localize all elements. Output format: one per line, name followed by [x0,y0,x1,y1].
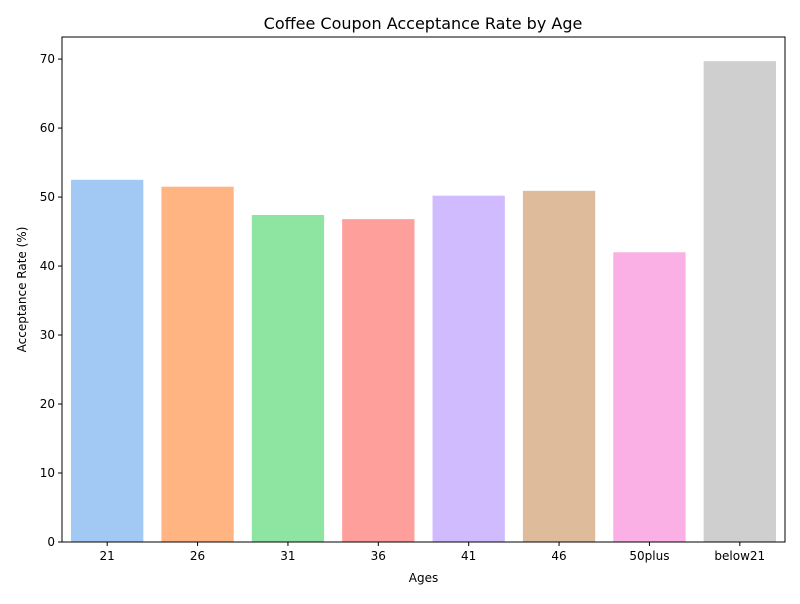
y-tick-label: 50 [40,190,55,204]
y-tick-label: 0 [47,535,55,549]
bar-26 [161,186,234,542]
plot-frame [61,36,786,543]
x-tick-label: 26 [190,549,205,563]
bar-31 [251,214,325,542]
x-tick-label: 50plus [629,549,669,563]
bar-21 [71,179,144,542]
x-tick-label: 21 [100,549,115,563]
x-axis-ticks: 21 26 31 36 41 46 50plus below21 [100,542,765,563]
y-tick-label: 40 [40,259,55,273]
x-tick-label: 31 [280,549,295,563]
bar-46 [522,190,596,542]
x-tick-label: 41 [461,549,476,563]
bar-below21 [703,61,776,542]
y-axis-ticks: 0 10 20 30 40 50 60 70 [40,52,62,549]
bars-group [71,61,776,542]
y-tick-label: 10 [40,466,55,480]
bar-41 [432,195,505,542]
chart-title: Coffee Coupon Acceptance Rate by Age [264,14,583,33]
bar-36 [342,219,415,542]
y-tick-label: 30 [40,328,55,342]
y-tick-label: 60 [40,121,55,135]
bar-50plus [613,252,686,542]
x-tick-label: below21 [714,549,765,563]
x-axis-label: Ages [409,571,438,585]
x-tick-label: 46 [551,549,566,563]
y-tick-label: 70 [40,52,55,66]
y-axis-label: Acceptance Rate (%) [15,227,29,353]
y-tick-label: 20 [40,397,55,411]
x-tick-label: 36 [371,549,386,563]
